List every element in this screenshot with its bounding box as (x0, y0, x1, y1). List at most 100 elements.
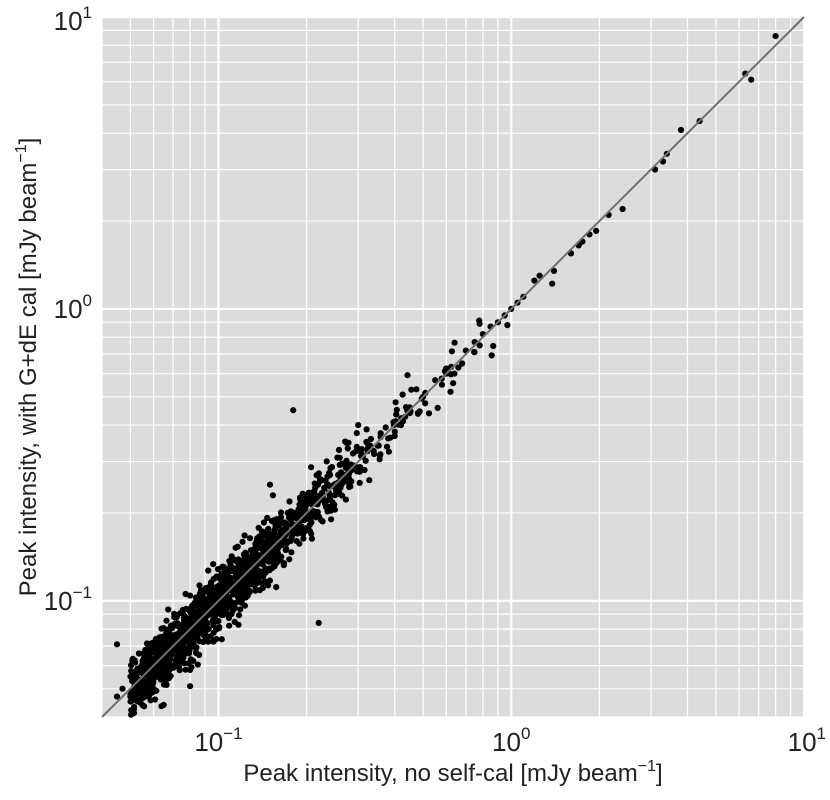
data-point (162, 679, 169, 686)
data-point (549, 280, 556, 287)
data-point (387, 434, 394, 441)
data-point (318, 489, 326, 497)
data-point (221, 571, 228, 578)
data-point (128, 662, 135, 669)
data-point (619, 205, 626, 213)
data-point (168, 622, 175, 629)
data-point (329, 503, 336, 510)
data-point (283, 540, 290, 547)
data-point (127, 698, 135, 705)
data-point (308, 464, 315, 471)
data-point (317, 476, 324, 483)
data-point (353, 430, 360, 437)
data-point (239, 538, 246, 545)
data-point (382, 424, 389, 431)
data-point (186, 617, 193, 624)
x-tick-label: 100 (492, 724, 530, 757)
data-point (748, 76, 755, 83)
data-point (242, 565, 250, 572)
data-point (432, 377, 439, 384)
data-point (356, 479, 363, 486)
data-point (455, 364, 462, 371)
data-point (323, 458, 330, 465)
data-point (135, 650, 143, 657)
data-point (127, 692, 134, 699)
y-tick-label: 10−1 (44, 583, 92, 616)
data-point (292, 530, 300, 537)
data-point (260, 571, 267, 578)
data-point (287, 508, 294, 515)
data-point (425, 410, 433, 417)
data-point (342, 438, 349, 445)
data-points (113, 33, 779, 718)
data-point (143, 640, 151, 647)
data-point (168, 635, 175, 643)
data-point (328, 464, 336, 471)
data-point (194, 661, 201, 668)
data-point (200, 589, 207, 596)
data-point (536, 272, 543, 279)
data-point (185, 650, 192, 657)
data-point (158, 633, 165, 641)
data-point (319, 518, 326, 525)
data-point (434, 404, 441, 411)
data-point (187, 656, 194, 663)
data-point (448, 348, 455, 355)
y-tick-base: 10 (44, 586, 73, 616)
data-point (471, 349, 478, 356)
data-point (438, 381, 446, 388)
data-point (355, 422, 362, 429)
data-point (160, 625, 167, 632)
data-point (312, 514, 319, 521)
y-axis-title-sup: −1 (13, 144, 30, 162)
data-point (447, 388, 454, 395)
x-axis-title-sup: −1 (638, 758, 656, 775)
data-point (312, 484, 319, 491)
data-point (356, 468, 363, 475)
data-point (245, 587, 253, 594)
data-point (459, 360, 466, 367)
data-point (264, 514, 271, 522)
data-point (255, 567, 262, 575)
data-point (451, 339, 458, 346)
data-point (215, 618, 222, 625)
data-point (271, 527, 278, 534)
data-point (193, 650, 200, 657)
data-point (366, 477, 373, 484)
data-point (286, 514, 293, 521)
data-point (217, 576, 224, 583)
y-tick-exponent: −1 (73, 583, 92, 602)
data-point (142, 682, 149, 689)
data-point (158, 703, 165, 710)
data-point (200, 603, 207, 610)
data-point (226, 565, 233, 572)
data-point (392, 399, 399, 406)
y-tick-label: 100 (54, 291, 92, 324)
data-point (210, 561, 217, 568)
data-point (269, 534, 276, 541)
data-point (134, 665, 141, 672)
data-point (181, 660, 188, 667)
data-point (334, 454, 341, 461)
x-tick-label: 101 (788, 724, 826, 757)
data-point (213, 592, 221, 599)
data-point (226, 622, 233, 629)
data-point (413, 386, 420, 393)
data-point (163, 617, 170, 624)
data-point (504, 322, 511, 329)
data-point (210, 638, 217, 645)
data-point (206, 592, 213, 599)
data-point (113, 641, 121, 648)
data-point (231, 618, 238, 626)
data-point (260, 519, 267, 526)
data-point (150, 643, 157, 651)
data-point (321, 484, 328, 491)
data-point (328, 516, 335, 523)
data-point (266, 577, 273, 584)
data-point (181, 613, 188, 620)
x-tick-exponent: 0 (521, 724, 530, 743)
data-point (128, 707, 135, 714)
data-point (288, 534, 295, 542)
data-point (277, 509, 285, 516)
